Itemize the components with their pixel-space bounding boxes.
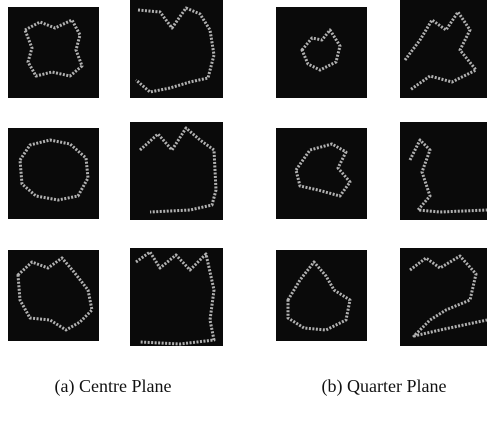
image-tile	[400, 0, 487, 98]
panel-a: (a) Centre Plane	[8, 0, 223, 397]
caption: (b) Quarter Plane	[322, 376, 447, 397]
panel-b: (b) Quarter Plane	[276, 0, 487, 397]
image-tile	[276, 128, 367, 219]
image-tile	[276, 7, 367, 98]
caption: (a) Centre Plane	[55, 376, 172, 397]
image-tile	[400, 248, 487, 346]
image-tile	[130, 0, 223, 98]
figure: (a) Centre Plane (b) Quarter Plane	[0, 0, 487, 429]
image-tile	[8, 7, 99, 98]
image-tile	[400, 122, 487, 220]
